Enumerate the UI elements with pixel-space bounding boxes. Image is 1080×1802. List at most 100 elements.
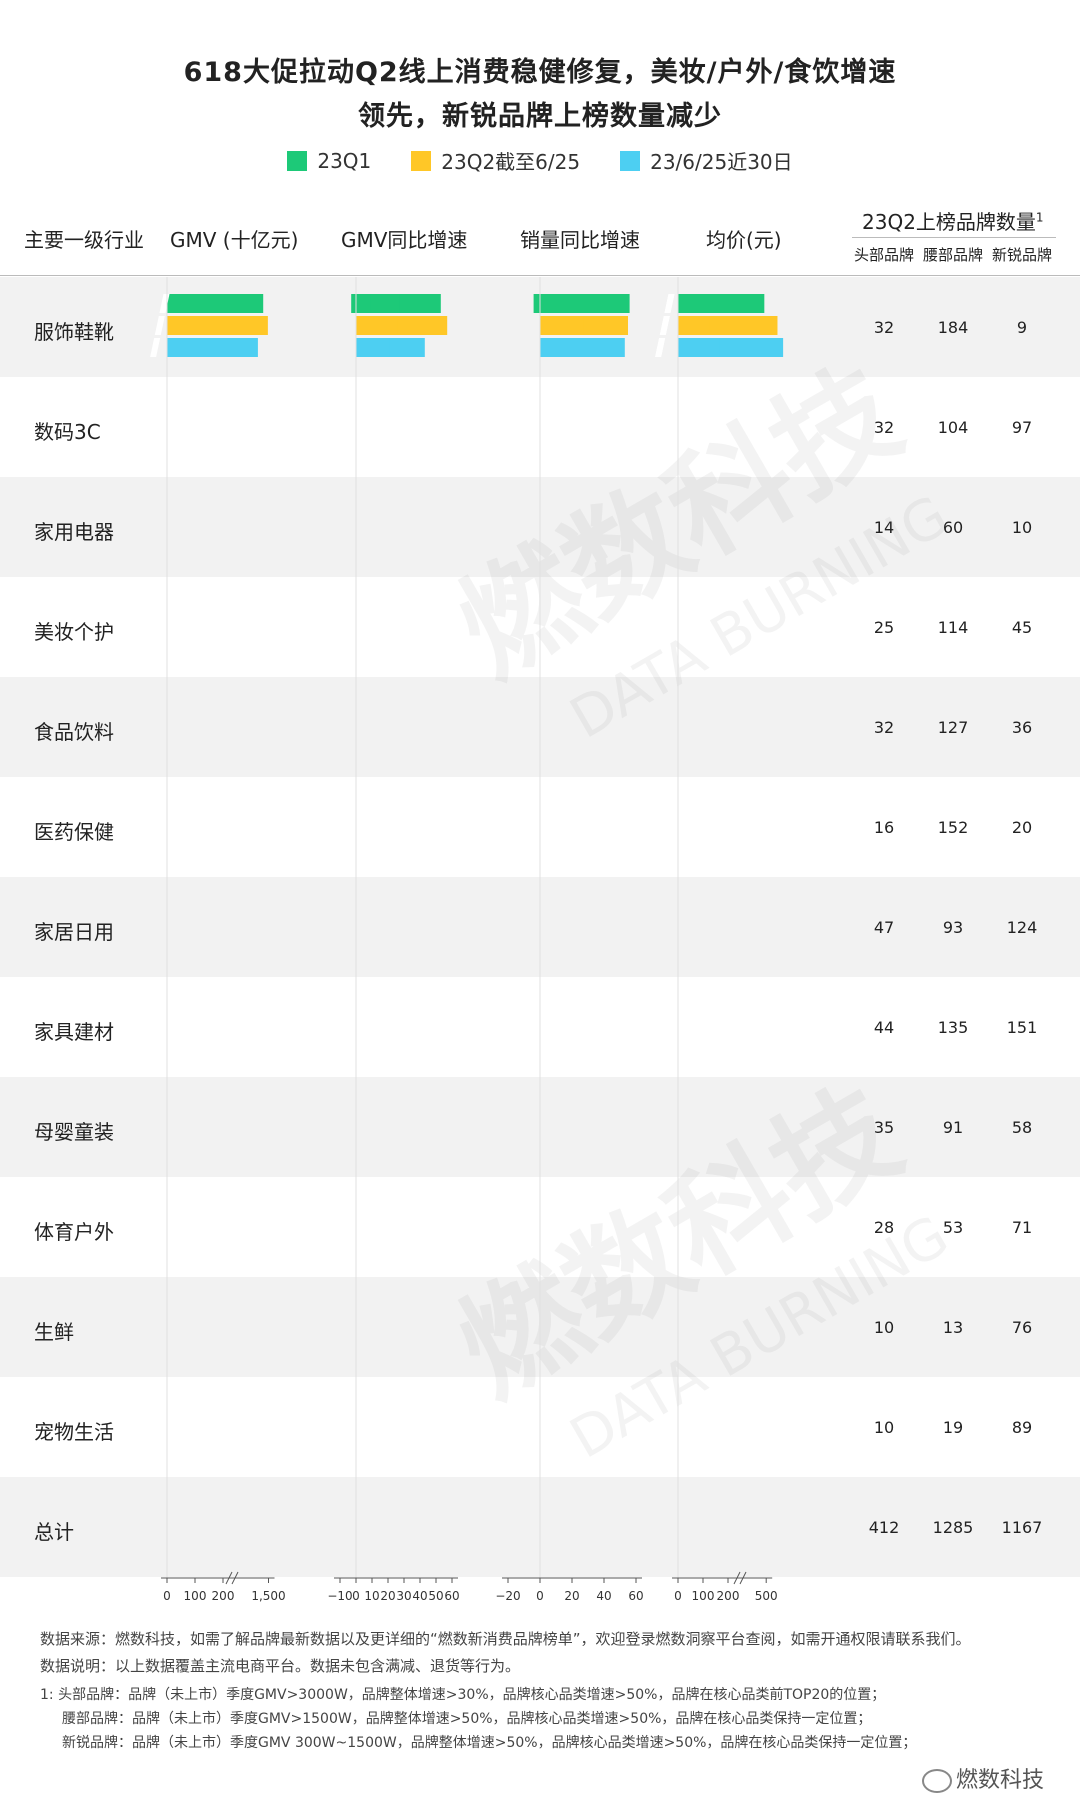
x-tick-label: 40: [596, 1589, 611, 1603]
head-brand-count: 10: [873, 1418, 895, 1437]
head-brand-count: 25: [873, 618, 895, 637]
waist-brand-count: 93: [942, 918, 964, 937]
axis-break-mark: [154, 316, 165, 335]
brand-signature: 燃数科技: [921, 1762, 1044, 1794]
bar-q1: [356, 294, 371, 313]
header-brand-count: 23Q2上榜品牌数量1: [862, 206, 1044, 235]
waist-brand-count: 135: [937, 1018, 969, 1037]
legend-label: 23Q1: [317, 148, 372, 173]
bar-q2: [678, 316, 708, 335]
new-brand-count: 9: [1016, 318, 1028, 337]
bar-q1: [540, 294, 564, 313]
bar-q1: [351, 294, 356, 313]
bar-q1: [678, 294, 708, 313]
bar-30d: [167, 338, 258, 357]
x-tick-label: 40: [412, 1589, 427, 1603]
row-label: 总计: [34, 1520, 74, 1544]
row-label: 宠物生活: [34, 1420, 114, 1444]
axis-break-mark: [655, 338, 666, 357]
bar-q1: [354, 294, 357, 313]
legend-swatch: [411, 150, 432, 171]
x-tick-label: 20: [564, 1589, 579, 1603]
footer-source: 数据来源：燃数科技，如需了解品牌最新数据以及更详细的“燃数新消费品牌榜单”，欢迎…: [40, 1630, 971, 1648]
header-sales-yoy: 销量同比增速: [520, 228, 640, 252]
row-label: 医药保健: [34, 820, 114, 844]
bar-30d: [678, 338, 713, 357]
bars: [150, 294, 784, 357]
watermark: 燃数科技 DATA BURNING 燃数科技 DATA BURNING: [437, 343, 960, 1472]
x-tick-label: 200: [717, 1589, 740, 1603]
header-head-brand: 头部品牌: [853, 246, 914, 264]
x-tick-label: 10: [364, 1589, 379, 1603]
row-label: 家用电器: [34, 520, 114, 544]
x-tick-label: 0: [163, 1589, 171, 1603]
new-brand-count: 10: [1011, 518, 1033, 537]
waist-brand-count: 60: [942, 518, 964, 537]
footer-def-waist: 腰部品牌：品牌（未上市）季度GMV>1500W，品牌整体增速>50%，品牌核心品…: [62, 1711, 872, 1727]
bar-q2: [540, 316, 584, 335]
head-brand-count: 32: [873, 418, 895, 437]
header-avg-price: 均价(元): [706, 228, 782, 252]
waist-brand-count: 152: [937, 818, 969, 837]
x-tick-label: 100: [184, 1589, 207, 1603]
header-new-brand: 新锐品牌: [991, 246, 1052, 264]
new-brand-count: 45: [1011, 618, 1033, 637]
legend-item-23q1: 23Q1: [287, 146, 371, 175]
legend-swatch: [287, 150, 308, 171]
header-waist-brand: 腰部品牌: [922, 246, 983, 264]
x-tick-label: 0: [352, 1589, 360, 1603]
x-tick-label: 0: [536, 1589, 544, 1603]
axis-break-symbol: [231, 1571, 239, 1585]
footer-def-head: 1: 头部品牌：品牌（未上市）季度GMV>3000W，品牌整体增速>30%，品牌…: [40, 1687, 886, 1703]
x-tick-label: 500: [755, 1589, 778, 1603]
row-label: 生鲜: [34, 1320, 74, 1344]
axis-break-symbol: [225, 1571, 233, 1585]
head-brand-count: 10: [873, 1318, 895, 1337]
row-label: 家具建材: [34, 1020, 114, 1044]
legend-item-23q2: 23Q2截至6/25: [411, 146, 580, 175]
bar-q1: [533, 294, 540, 313]
new-brand-count: 97: [1011, 418, 1033, 437]
bar-q1: [538, 294, 541, 313]
head-brand-count: 412: [868, 1518, 900, 1537]
row-label: 体育户外: [34, 1220, 114, 1244]
waist-brand-count: 104: [937, 418, 969, 437]
legend-label: 23/6/25近30日: [650, 150, 793, 174]
new-brand-count: 20: [1011, 818, 1033, 837]
axis-break-symbol: [739, 1571, 747, 1585]
axis-break-mark: [664, 294, 675, 313]
new-brand-count: 36: [1011, 718, 1033, 737]
row-label: 家居日用: [34, 920, 114, 944]
x-tick-label: −10: [327, 1589, 352, 1603]
wechat-icon: [921, 1769, 952, 1793]
header-brand-count-text: 23Q2上榜品牌数量: [862, 210, 1036, 234]
x-tick-label: 1,500: [251, 1589, 285, 1603]
row-label: 美妆个护: [34, 620, 114, 644]
waist-brand-count: 13: [942, 1318, 964, 1337]
legend-label: 23Q2截至6/25: [441, 150, 581, 174]
waist-brand-count: 19: [942, 1418, 964, 1437]
row-label: 食品饮料: [34, 720, 114, 744]
x-tick-label: 20: [380, 1589, 395, 1603]
head-brand-count: 14: [873, 518, 895, 537]
header-gmv: GMV (十亿元): [170, 228, 299, 252]
footnote-marker: 1: [1035, 210, 1044, 225]
brand-name: 燃数科技: [955, 1768, 1044, 1793]
legend: 23Q1 23Q2截至6/25 23/6/25近30日: [0, 146, 1080, 175]
head-brand-count: 16: [873, 818, 895, 837]
bar-q2: [167, 316, 268, 335]
head-brand-count: 35: [873, 1118, 895, 1137]
waist-brand-count: 127: [937, 718, 969, 737]
chart-title-line2: 领先，新锐品牌上榜数量减少: [358, 101, 722, 132]
waist-brand-count: 1285: [932, 1518, 974, 1537]
head-brand-count: 44: [873, 1018, 895, 1037]
new-brand-count: 151: [1006, 1018, 1038, 1037]
x-tick-label: 60: [628, 1589, 643, 1603]
x-tick-label: 30: [396, 1589, 411, 1603]
header-industry: 主要一级行业: [24, 228, 144, 252]
bar-q1: [167, 294, 264, 313]
footer-def-new: 新锐品牌：品牌（未上市）季度GMV 300W~1500W，品牌整体增速>50%，…: [62, 1735, 917, 1751]
legend-swatch: [620, 150, 641, 171]
new-brand-count: 1167: [1001, 1518, 1043, 1537]
